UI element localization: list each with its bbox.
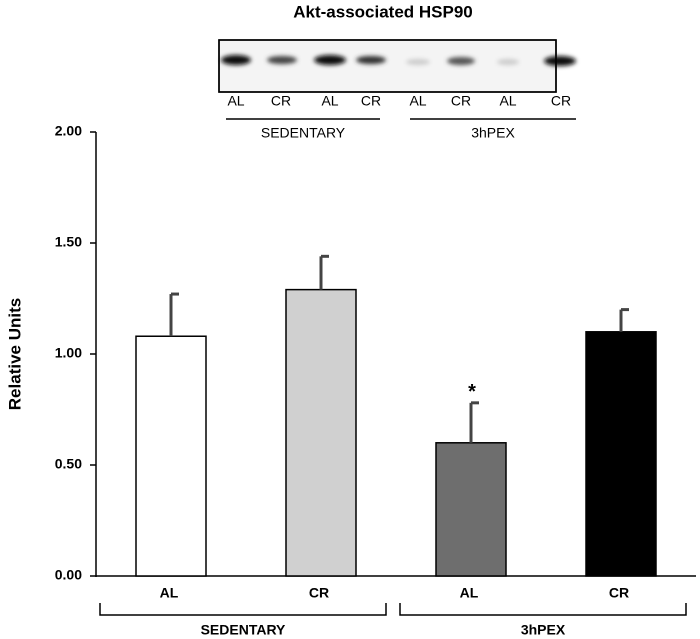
blot-lane-label: AL	[409, 93, 426, 109]
chart-title: Akt-associated HSP90	[293, 2, 473, 21]
x-tick-label: AL	[160, 585, 179, 601]
blot-band	[544, 56, 576, 66]
blot-band	[221, 55, 251, 65]
y-tick-label: 1.50	[55, 234, 82, 250]
blot-lane-label: AL	[499, 93, 516, 109]
blot-lane-label: CR	[271, 93, 291, 109]
blot-band	[267, 56, 297, 64]
y-tick-label: 0.00	[55, 567, 82, 583]
bar	[285, 288, 357, 577]
blot-band	[497, 59, 519, 65]
bar	[135, 335, 207, 577]
blot-band	[406, 59, 430, 65]
blot-group-label: 3hPEX	[471, 125, 515, 141]
group-bracket	[399, 603, 687, 616]
x-tick-label: CR	[609, 585, 629, 601]
y-tick-label: 2.00	[55, 123, 82, 139]
blot-lane-label: AL	[227, 93, 244, 109]
blot-band	[356, 56, 386, 64]
bar	[585, 331, 657, 577]
blot-lane-label: CR	[551, 93, 571, 109]
blot-frame	[218, 39, 557, 93]
x-tick-label: CR	[309, 585, 329, 601]
blot-lane-label: CR	[451, 93, 471, 109]
blot-band	[447, 57, 475, 65]
y-axis-label: Relative Units	[5, 298, 24, 410]
blot-group-label: SEDENTARY	[261, 125, 346, 141]
blot-lane-label: CR	[361, 93, 381, 109]
group-label: 3hPEX	[521, 622, 566, 638]
group-label: SEDENTARY	[201, 622, 286, 638]
y-tick-label: 1.00	[55, 345, 82, 361]
blot-band	[314, 55, 346, 65]
group-bracket	[99, 603, 387, 616]
bar	[435, 442, 507, 577]
x-tick-label: AL	[460, 585, 479, 601]
blot-border	[218, 39, 557, 93]
y-tick-label: 0.50	[55, 456, 82, 472]
annotation: *	[468, 381, 476, 403]
blot-lane-label: AL	[321, 93, 338, 109]
blot-image	[218, 39, 576, 120]
